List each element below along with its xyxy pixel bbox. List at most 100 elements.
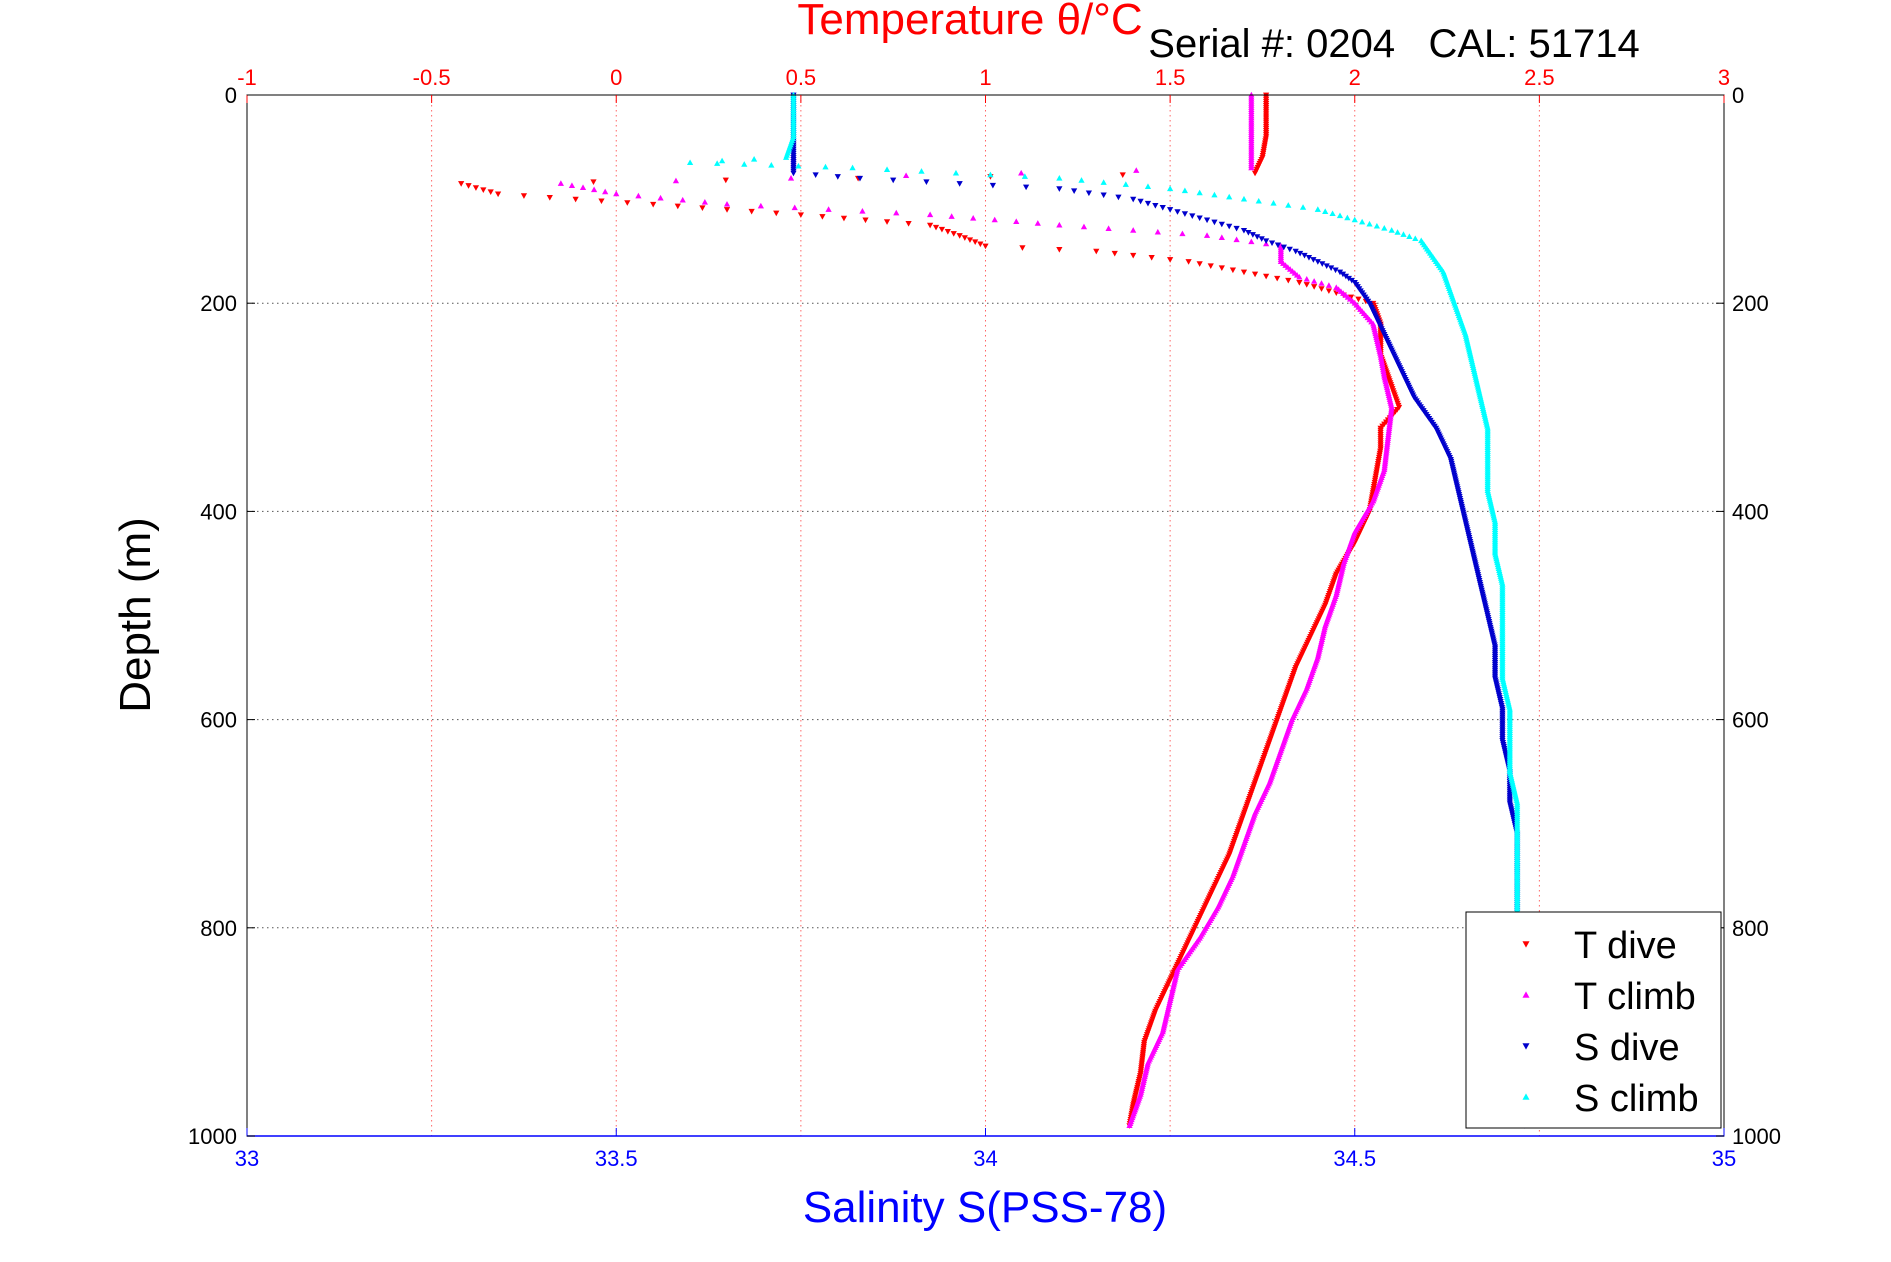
data-point — [1159, 205, 1166, 211]
top-tick-label: 2 — [1349, 65, 1361, 90]
data-point — [602, 188, 609, 195]
data-point — [1100, 179, 1107, 185]
data-point — [1268, 240, 1276, 247]
data-point — [1071, 188, 1078, 194]
data-point — [1119, 172, 1126, 179]
data-point — [977, 241, 984, 248]
data-point — [699, 205, 706, 211]
data-point — [1211, 219, 1218, 226]
data-point — [1328, 265, 1335, 272]
data-point — [903, 172, 910, 179]
data-point — [1144, 183, 1152, 189]
data-point — [862, 217, 869, 224]
data-point — [1203, 217, 1211, 224]
data-point — [840, 215, 848, 222]
data-point — [1325, 288, 1333, 294]
data-point — [768, 162, 775, 168]
data-point — [1229, 267, 1237, 274]
data-point — [472, 185, 480, 191]
data-point — [927, 222, 934, 229]
data-point — [1248, 238, 1255, 245]
data-point — [822, 163, 829, 170]
data-point — [1285, 202, 1292, 208]
data-point — [918, 168, 925, 174]
series-s-dive — [790, 92, 1528, 1129]
data-point — [568, 182, 576, 188]
data-point — [1303, 282, 1310, 288]
data-point — [1056, 247, 1063, 253]
data-point — [1233, 225, 1240, 232]
data-point — [520, 193, 528, 199]
data-point — [787, 175, 795, 181]
data-point — [859, 208, 866, 214]
data-point — [1196, 261, 1203, 267]
legend-marker — [1522, 941, 1530, 948]
legend-marker — [1522, 1043, 1530, 1050]
data-point — [825, 206, 832, 212]
data-point — [1181, 187, 1188, 194]
top-tick-label: 1.5 — [1155, 65, 1186, 90]
data-point — [773, 210, 780, 217]
data-point — [989, 182, 996, 189]
data-point — [893, 209, 900, 216]
data-point — [982, 243, 989, 250]
data-point — [741, 161, 748, 167]
bottom-axis-title: Salinity S(PSS-78) — [803, 1183, 1167, 1232]
data-point — [1329, 210, 1336, 217]
data-point — [1085, 190, 1092, 197]
right-tick-label: 200 — [1732, 291, 1769, 316]
data-point — [1130, 227, 1137, 233]
data-point — [1318, 286, 1325, 292]
data-point — [1394, 229, 1401, 235]
left-tick-label: 600 — [200, 708, 237, 733]
data-point — [1179, 230, 1186, 237]
data-point — [590, 179, 597, 185]
data-point — [686, 159, 694, 166]
data-point — [1292, 248, 1299, 255]
data-point — [1240, 269, 1248, 276]
data-point — [624, 200, 631, 206]
data-point — [590, 186, 598, 193]
data-point — [1258, 236, 1265, 242]
data-point — [952, 169, 960, 176]
data-point — [701, 199, 708, 205]
legend-box — [1465, 911, 1722, 1129]
right-tick-label: 400 — [1732, 499, 1769, 524]
data-point — [1344, 214, 1351, 221]
data-point — [1218, 234, 1225, 240]
bottom-tick-label: 34 — [973, 1146, 997, 1171]
data-point — [1034, 220, 1041, 226]
series-t-dive — [458, 92, 1403, 1129]
data-point — [613, 190, 620, 197]
data-point — [480, 187, 487, 193]
data-point — [890, 177, 897, 184]
data-point — [1245, 230, 1252, 236]
data-point — [1218, 221, 1225, 228]
data-point — [1167, 207, 1174, 213]
data-point — [1251, 170, 1259, 177]
data-point — [1351, 216, 1358, 223]
data-point — [905, 221, 912, 227]
data-point — [1226, 193, 1233, 200]
data-point — [1056, 221, 1063, 228]
data-point — [948, 213, 955, 219]
right-tick-label: 800 — [1732, 916, 1769, 941]
data-point — [1286, 246, 1293, 253]
data-point — [950, 231, 957, 237]
data-point — [1111, 250, 1118, 257]
data-point — [1263, 238, 1270, 244]
bottom-tick-label: 33 — [235, 1146, 259, 1171]
data-point — [966, 237, 974, 243]
data-point — [1285, 277, 1292, 284]
data-point — [1311, 284, 1318, 290]
data-point — [782, 154, 790, 160]
data-point — [1154, 228, 1161, 235]
data-point — [1322, 208, 1329, 214]
data-point — [1130, 196, 1137, 203]
data-point — [1130, 252, 1137, 259]
data-point — [1126, 1122, 1133, 1128]
data-point — [987, 171, 994, 178]
data-point — [723, 207, 731, 213]
data-point — [1226, 223, 1233, 230]
data-point — [1189, 213, 1196, 219]
